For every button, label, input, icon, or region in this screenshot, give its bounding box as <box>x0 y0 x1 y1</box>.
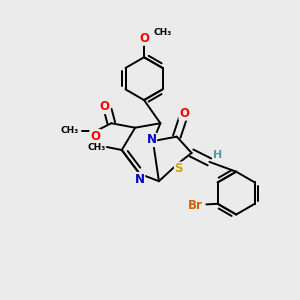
Text: S: S <box>175 162 183 175</box>
Text: O: O <box>100 100 110 113</box>
Text: CH₃: CH₃ <box>60 126 79 135</box>
Text: O: O <box>179 107 189 120</box>
Text: O: O <box>139 32 149 45</box>
Text: CH₃: CH₃ <box>87 142 105 152</box>
Text: Br: Br <box>188 199 202 212</box>
Text: N: N <box>146 134 157 146</box>
Text: N: N <box>135 172 145 186</box>
Text: O: O <box>90 130 100 142</box>
Text: CH₃: CH₃ <box>154 28 172 37</box>
Text: H: H <box>213 150 222 160</box>
